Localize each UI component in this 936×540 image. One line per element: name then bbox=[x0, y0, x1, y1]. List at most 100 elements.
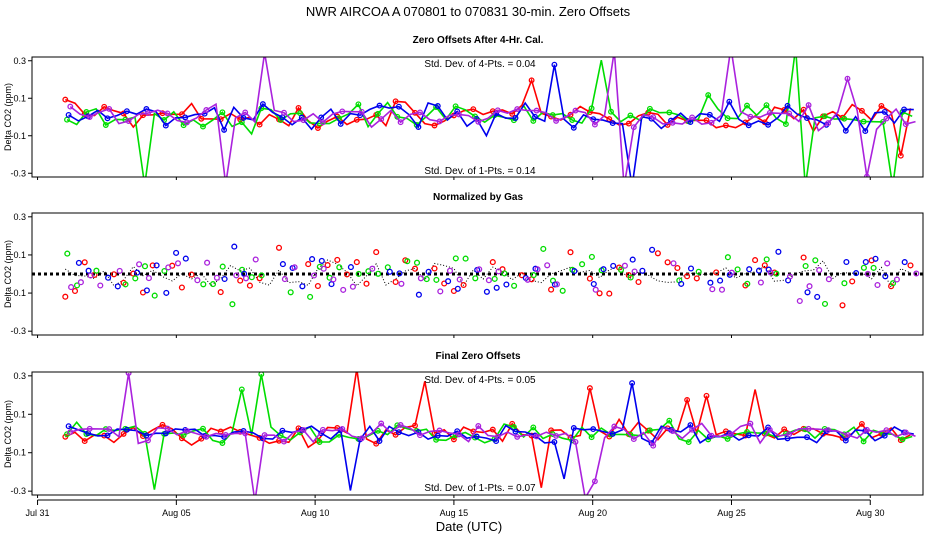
data-point-gas2 bbox=[666, 109, 673, 116]
data-point-gas4 bbox=[729, 45, 734, 50]
data-point-gas3 bbox=[610, 262, 617, 269]
data-point-gas2 bbox=[617, 266, 625, 273]
data-point-gas3 bbox=[231, 243, 238, 250]
data-point-gas3 bbox=[746, 266, 753, 273]
data-point-gas2 bbox=[511, 282, 518, 289]
data-point-gas4 bbox=[913, 270, 920, 277]
data-point-gas4 bbox=[864, 270, 871, 277]
data-point-gas2 bbox=[588, 253, 595, 260]
data-point-gas3 bbox=[551, 439, 558, 445]
data-point-gas2 bbox=[559, 287, 566, 294]
data-point-gas2 bbox=[841, 115, 848, 122]
data-point-gas4 bbox=[194, 277, 201, 284]
data-point-gas3 bbox=[483, 288, 490, 295]
data-point-gas4 bbox=[844, 431, 851, 438]
data-point-gas4 bbox=[203, 433, 210, 440]
data-point-gas1 bbox=[334, 256, 341, 263]
data-point-gas4 bbox=[398, 280, 405, 287]
series-line-gas3 bbox=[68, 64, 914, 177]
x-tick-label: Aug 15 bbox=[440, 508, 469, 518]
data-point-gas1 bbox=[305, 261, 312, 268]
data-point-gas1 bbox=[392, 278, 399, 286]
data-point-gas4 bbox=[612, 49, 617, 54]
data-point-gas4 bbox=[728, 269, 735, 276]
data-point-gas4 bbox=[825, 427, 832, 434]
data-point-gas3 bbox=[337, 120, 344, 127]
y-tick-label: -0.3 bbox=[10, 168, 26, 178]
data-point-gas4 bbox=[330, 276, 337, 283]
data-point-gas4 bbox=[319, 119, 326, 126]
data-point-gas3 bbox=[434, 103, 441, 109]
data-point-gas1 bbox=[654, 250, 661, 257]
data-point-gas4 bbox=[456, 276, 463, 283]
data-point-gas3 bbox=[853, 270, 860, 277]
data-point-gas2 bbox=[64, 116, 70, 123]
panel-2-data bbox=[32, 243, 923, 309]
data-point-gas3 bbox=[104, 432, 111, 439]
data-point-gas1 bbox=[596, 290, 603, 297]
data-point-gas2 bbox=[248, 274, 255, 281]
data-point-gas2 bbox=[491, 275, 498, 282]
data-point-gas4 bbox=[455, 111, 462, 118]
data-point-gas2 bbox=[695, 268, 702, 275]
data-point-gas4 bbox=[291, 264, 298, 271]
data-point-gas3 bbox=[425, 268, 432, 275]
data-point-gas2 bbox=[821, 300, 829, 307]
data-point-gas1 bbox=[849, 278, 856, 285]
data-point-gas4 bbox=[514, 106, 521, 113]
data-point-gas4 bbox=[165, 264, 172, 271]
data-point-gas3 bbox=[804, 115, 810, 122]
data-point-gas4 bbox=[805, 425, 812, 432]
data-point-gas4 bbox=[533, 433, 540, 440]
data-point-gas4 bbox=[689, 426, 696, 433]
data-point-gas4 bbox=[494, 107, 501, 114]
data-point-gas3 bbox=[862, 128, 869, 135]
data-point-gas1 bbox=[295, 104, 302, 111]
data-point-gas2 bbox=[200, 123, 206, 130]
data-point-gas4 bbox=[816, 267, 823, 274]
y-tick-label: 0.3 bbox=[13, 212, 26, 222]
data-point-gas2 bbox=[666, 417, 673, 424]
data-point-gas3 bbox=[445, 278, 452, 285]
data-point-gas1 bbox=[635, 278, 642, 286]
data-point-gas4 bbox=[825, 276, 832, 283]
data-point-gas3 bbox=[872, 255, 879, 262]
data-point-gas3 bbox=[570, 425, 577, 431]
data-point-gas4 bbox=[786, 273, 794, 280]
data-point-gas2 bbox=[763, 430, 770, 437]
data-point-gas2 bbox=[200, 425, 206, 432]
data-point-gas2 bbox=[209, 281, 217, 288]
data-point-gas3 bbox=[65, 423, 72, 430]
data-point-gas3 bbox=[75, 259, 82, 266]
data-point-gas3 bbox=[105, 274, 112, 281]
data-point-gas4 bbox=[242, 430, 249, 437]
data-point-gas4 bbox=[786, 110, 793, 117]
data-point-gas1 bbox=[71, 287, 79, 295]
data-point-gas4 bbox=[164, 110, 171, 117]
data-point-gas1 bbox=[489, 259, 496, 266]
data-point-gas4 bbox=[747, 113, 754, 120]
data-point-gas1 bbox=[431, 122, 438, 129]
data-point-gas4 bbox=[455, 431, 462, 438]
data-point-gas3 bbox=[182, 255, 189, 262]
data-point-gas1 bbox=[693, 275, 700, 282]
data-point-gas1 bbox=[178, 111, 185, 118]
data-point-gas1 bbox=[858, 107, 865, 114]
data-point-gas4 bbox=[825, 120, 832, 127]
data-point-gas4 bbox=[670, 260, 677, 267]
data-point-gas3 bbox=[134, 269, 141, 276]
data-point-gas4 bbox=[796, 297, 803, 305]
data-point-gas4 bbox=[281, 276, 288, 283]
data-point-gas2 bbox=[705, 92, 712, 99]
data-point-gas3 bbox=[862, 258, 869, 266]
data-point-gas1 bbox=[178, 284, 185, 291]
data-point-gas4 bbox=[281, 109, 287, 116]
data-point-gas3 bbox=[881, 108, 888, 115]
data-point-gas2 bbox=[258, 272, 265, 279]
x-axis: Jul 31 Aug 05 Aug 10 Aug 15 Aug 20 Aug 25 Aug … bbox=[26, 499, 885, 518]
data-point-gas4 bbox=[708, 432, 715, 439]
data-point-gas3 bbox=[804, 289, 811, 296]
data-point-gas4 bbox=[436, 118, 443, 125]
data-point-gas3 bbox=[85, 267, 92, 274]
